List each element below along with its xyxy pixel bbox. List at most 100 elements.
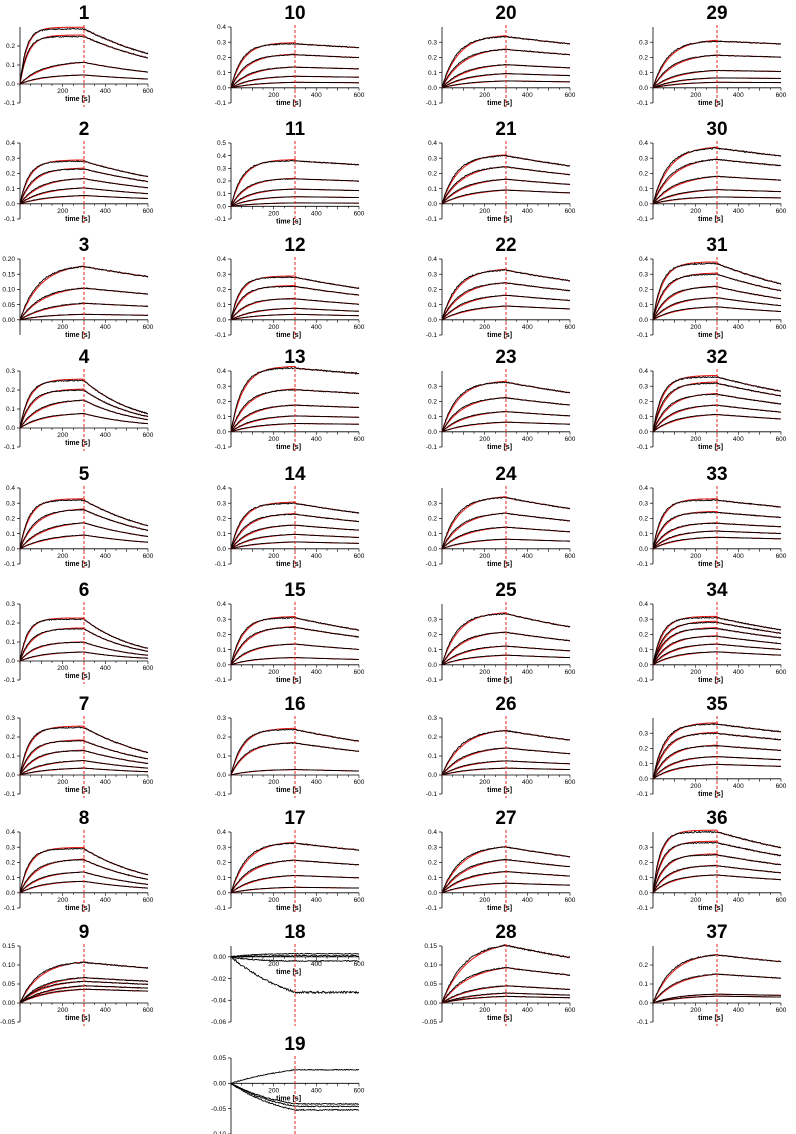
chart-title: 22 (495, 235, 516, 256)
x-tick-label: 200 (268, 961, 279, 968)
chart-panel: 17 -0.1 0.0 0.1 0.2 0.3 0.4 200 400 600 time [s] (215, 808, 365, 912)
x-tick-label: 400 (522, 779, 533, 786)
y-tick-label: 0.1 (217, 302, 226, 309)
y-tick-label: 0.1 (217, 531, 226, 538)
y-tick-label: 0.3 (428, 844, 437, 851)
y-tick-label: 0.0 (428, 317, 437, 324)
y-tick-label: -0.1 (215, 677, 227, 684)
chart-panel: 14 -0.1 0.0 0.1 0.2 0.3 0.4 200 400 600 time [s] (215, 464, 365, 568)
chart-title: 24 (495, 464, 517, 485)
y-tick-label: 0.00 (213, 954, 226, 961)
y-tick-label: -0.1 (637, 1019, 649, 1026)
y-tick-label: 0.1 (639, 531, 648, 538)
y-tick-label: -0.1 (4, 791, 16, 798)
y-tick-label: 0.2 (639, 746, 648, 753)
x-axis-label: time [s] (698, 1015, 723, 1022)
x-tick-label: 200 (690, 92, 701, 99)
x-tick-label: 400 (100, 1007, 111, 1014)
y-tick-label: 0.3 (639, 39, 648, 46)
chart-title: 36 (706, 808, 727, 829)
y-tick-label: 0.4 (217, 368, 226, 375)
x-tick-label: 200 (57, 324, 68, 331)
y-tick-label: 0.2 (6, 734, 15, 741)
x-tick-label: 600 (143, 324, 154, 331)
x-tick-label: 400 (733, 669, 744, 676)
x-tick-label: 600 (776, 1007, 787, 1014)
x-tick-label: 600 (565, 436, 576, 443)
x-axis-label: time [s] (65, 216, 90, 223)
x-axis-label: time [s] (65, 673, 90, 680)
measured-curve (441, 729, 571, 776)
x-axis-label: time [s] (276, 969, 301, 976)
x-tick-label: 600 (143, 897, 154, 904)
x-tick-label: 200 (690, 1007, 701, 1014)
x-tick-label: 200 (690, 436, 701, 443)
measured-curve (652, 375, 781, 433)
x-tick-label: 400 (733, 553, 744, 560)
measured-curve (652, 744, 782, 780)
y-tick-label: 0.3 (428, 616, 437, 623)
y-tick-label: -0.1 (426, 905, 438, 912)
x-axis-label: time [s] (276, 218, 301, 225)
chart-title: 20 (495, 3, 516, 24)
chart-title: 27 (495, 808, 516, 829)
y-tick-label: 0.0 (428, 429, 437, 436)
y-tick-label: 0.0 (217, 772, 226, 779)
chart-title: 26 (495, 694, 516, 715)
y-tick-label: 0.3 (639, 271, 648, 278)
y-tick-label: 0.1 (639, 302, 648, 309)
chart-panel: 15 -0.1 0.0 0.1 0.2 0.3 0.4 200 400 600 time [s] (215, 580, 365, 684)
chart-title: 12 (284, 235, 305, 256)
y-tick-label: 0.3 (6, 601, 15, 608)
measured-curve (441, 396, 571, 432)
x-axis-label: time [s] (65, 561, 90, 568)
x-tick-label: 400 (522, 208, 533, 215)
x-tick-label: 400 (100, 432, 111, 439)
y-tick-label: 0.3 (428, 500, 437, 507)
x-axis-label: time [s] (65, 1015, 90, 1022)
y-tick-label: 0.3 (217, 616, 226, 623)
y-tick-label: -0.10 (211, 1131, 226, 1134)
x-tick-label: 200 (479, 669, 490, 676)
y-tick-label: -0.1 (4, 677, 16, 684)
x-tick-label: 600 (354, 436, 365, 443)
y-tick-label: 0.4 (217, 153, 226, 160)
y-tick-label: 0.2 (428, 734, 437, 741)
chart-panel: 21 -0.1 0.0 0.1 0.2 0.3 0.4 200 400 600 time [s] (426, 119, 576, 223)
fit-curve (652, 635, 782, 666)
y-tick-label: 0.1 (6, 186, 15, 193)
chart-title: 34 (706, 580, 728, 601)
chart-panel: 10 -0.1 0.0 0.1 0.2 0.3 0.4 200 400 600 time [s] (215, 3, 365, 107)
x-tick-label: 600 (354, 897, 365, 904)
x-tick-label: 400 (100, 208, 111, 215)
chart-panel: 26 -0.1 0.0 0.1 0.2 0.3 200 400 600 time [s] (426, 694, 576, 798)
y-tick-label: 0.2 (639, 962, 648, 969)
chart-title: 3 (79, 235, 90, 256)
y-tick-label: 0.05 (424, 981, 437, 988)
x-tick-label: 600 (143, 432, 154, 439)
y-tick-label: 0.4 (639, 601, 648, 608)
x-tick-label: 200 (57, 1007, 68, 1014)
measured-curve (652, 853, 782, 893)
x-tick-label: 400 (522, 324, 533, 331)
y-tick-label: 0.4 (639, 485, 648, 492)
chart-panel: 13 -0.1 0.0 0.1 0.2 0.3 0.4 200 400 600 time [s] (215, 347, 365, 451)
x-tick-label: 200 (479, 436, 490, 443)
y-tick-label: 0.1 (217, 191, 226, 198)
x-tick-label: 600 (354, 92, 365, 99)
y-tick-label: 0.3 (6, 500, 15, 507)
chart-title: 19 (284, 1034, 305, 1055)
chart-panel: 11 -0.1 0.0 0.1 0.2 0.3 0.4 0.5 200 400 600 time [s… (215, 119, 365, 225)
measured-curve (19, 508, 149, 549)
chart-panel: 18 -0.06 -0.04 -0.02 0.00 200 400 600 time [s] (211, 922, 365, 1026)
chart-panel: 27 -0.1 0.0 0.1 0.2 0.3 0.4 200 400 600 time [s] (426, 808, 576, 912)
chart-title: 16 (284, 694, 305, 715)
chart-panel: 31 -0.1 0.0 0.1 0.2 0.3 0.4 200 400 600 time [s] (637, 235, 787, 339)
x-tick-label: 400 (100, 553, 111, 560)
x-tick-label: 400 (733, 92, 744, 99)
y-tick-label: 0.0 (6, 546, 15, 553)
x-axis-label: time [s] (65, 905, 90, 912)
y-tick-label: 0.00 (2, 1000, 15, 1007)
y-tick-label: 0.1 (639, 70, 648, 77)
measured-curve (652, 54, 782, 89)
